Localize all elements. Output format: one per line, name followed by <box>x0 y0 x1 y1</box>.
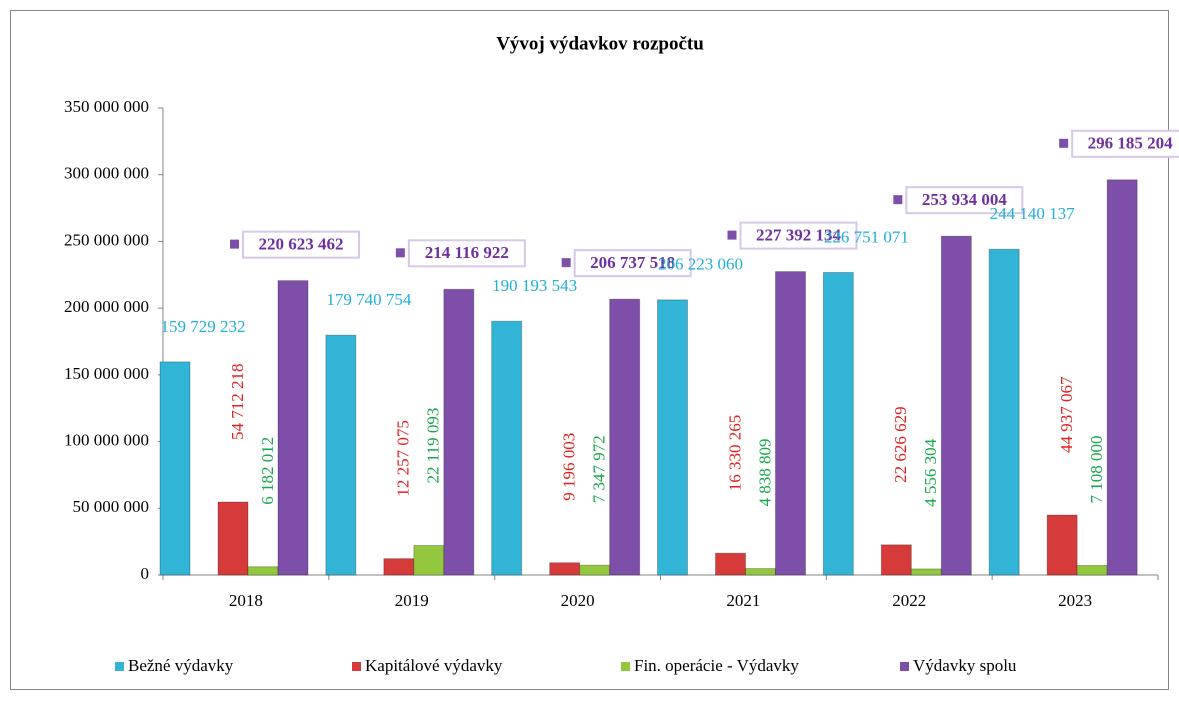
data-label: 296 185 204 <box>1088 134 1174 153</box>
y-tick-label: 150 000 000 <box>64 364 149 383</box>
legend-label: Kapitálové výdavky <box>365 656 503 675</box>
bar <box>443 288 475 576</box>
bar <box>217 501 249 576</box>
data-label-box <box>739 221 858 250</box>
data-label-box <box>1071 129 1179 158</box>
bar <box>413 544 445 576</box>
data-label: 44 937 067 <box>1057 376 1076 453</box>
y-tick-label: 100 000 000 <box>64 430 149 449</box>
data-label: 206 223 060 <box>658 255 743 274</box>
y-tick-label: 0 <box>141 564 150 583</box>
data-label: 4 838 809 <box>755 439 774 507</box>
legend-label: Bežné výdavky <box>128 656 234 675</box>
bar <box>775 271 806 576</box>
bar <box>579 564 611 576</box>
data-label-key <box>893 195 903 205</box>
data-label-box <box>905 186 1024 215</box>
legend-key <box>352 662 361 671</box>
bar <box>822 271 854 576</box>
bar <box>609 298 641 576</box>
y-tick-label: 250 000 000 <box>64 230 149 249</box>
bar <box>910 568 942 576</box>
bar <box>715 552 746 576</box>
bar <box>940 235 972 576</box>
data-label: 220 623 462 <box>259 235 344 254</box>
data-label: 12 257 075 <box>394 420 413 497</box>
bar <box>1106 179 1138 576</box>
legend-label: Výdavky spolu <box>913 656 1017 675</box>
legend-key <box>900 662 909 671</box>
data-label: 6 182 012 <box>258 437 277 505</box>
y-tick-label: 200 000 000 <box>64 297 149 316</box>
chart-title: Vývoj výdavkov rozpočtu <box>496 33 704 54</box>
bar <box>247 566 279 576</box>
data-label-box <box>242 230 360 259</box>
bar <box>657 299 688 576</box>
data-label: 16 330 265 <box>725 415 744 492</box>
data-label: 253 934 004 <box>922 190 1008 209</box>
data-label: 54 712 218 <box>228 363 247 440</box>
bar <box>988 248 1020 576</box>
data-label-key <box>395 248 405 258</box>
bar <box>325 334 357 576</box>
bar <box>1076 565 1108 576</box>
x-tick-label: 2023 <box>1058 591 1092 610</box>
data-label: 206 737 518 <box>590 253 675 272</box>
x-tick-label: 2019 <box>395 591 429 610</box>
data-label: 226 751 071 <box>824 227 909 246</box>
data-label: 9 196 003 <box>560 433 579 501</box>
bar <box>383 558 415 576</box>
data-label: 22 626 629 <box>891 406 910 483</box>
data-label: 214 116 922 <box>425 243 509 262</box>
data-label: 7 108 000 <box>1087 436 1106 504</box>
data-label: 244 140 137 <box>990 204 1076 223</box>
legend-key <box>115 662 124 671</box>
data-label-box <box>407 239 526 268</box>
bar <box>880 544 912 576</box>
data-label: 190 193 543 <box>492 276 577 295</box>
x-tick-label: 2021 <box>726 591 760 610</box>
legend-key <box>621 662 630 671</box>
data-label: 159 729 232 <box>161 317 246 336</box>
data-label-key <box>727 230 737 240</box>
data-label-key <box>561 258 571 268</box>
y-tick-label: 300 000 000 <box>64 164 149 183</box>
data-label: 7 347 972 <box>590 435 609 503</box>
data-label: 179 740 754 <box>326 290 412 309</box>
y-tick-label: 50 000 000 <box>73 497 150 516</box>
y-tick-label: 350 000 000 <box>64 97 149 116</box>
data-label-box <box>573 249 692 278</box>
bar <box>1046 514 1078 576</box>
x-tick-label: 2022 <box>892 591 926 610</box>
bar <box>491 320 523 576</box>
x-tick-label: 2020 <box>561 591 595 610</box>
data-label: 22 119 093 <box>424 408 443 484</box>
data-label-key <box>1059 138 1069 148</box>
data-label-key <box>230 239 239 249</box>
bar <box>549 562 581 576</box>
chart-frame <box>10 10 1169 690</box>
bar <box>159 361 191 576</box>
legend-label: Fin. operácie - Výdavky <box>634 656 799 675</box>
bar <box>745 568 776 576</box>
x-tick-label: 2018 <box>229 591 263 610</box>
bar <box>277 280 309 576</box>
data-label: 4 556 304 <box>921 438 940 507</box>
data-label: 227 392 134 <box>756 226 842 245</box>
